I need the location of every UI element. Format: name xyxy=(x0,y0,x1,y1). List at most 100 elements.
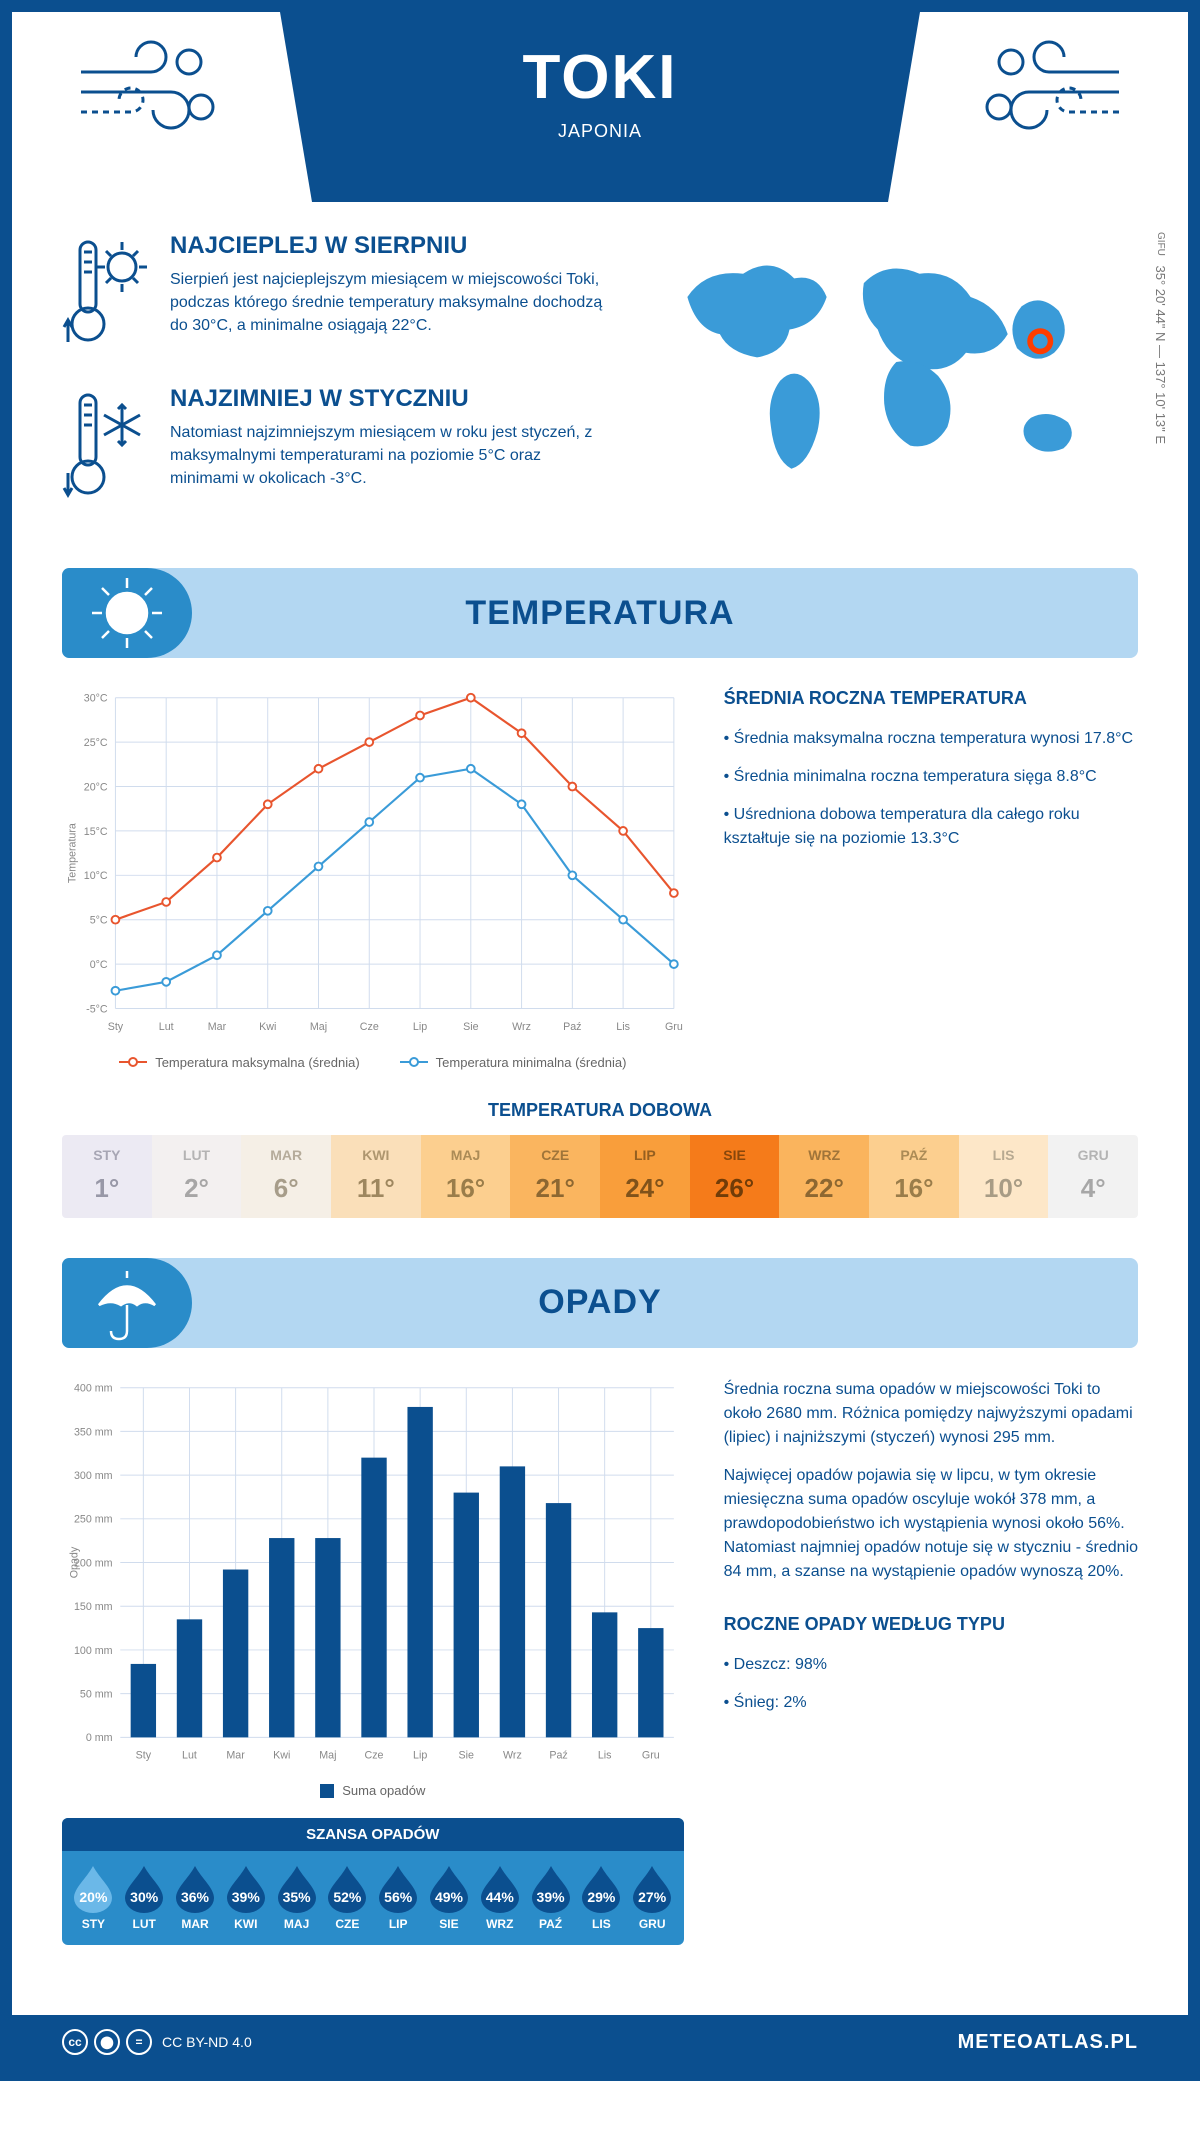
svg-text:0 mm: 0 mm xyxy=(86,1732,113,1744)
content: NAJCIEPLEJ W SIERPNIU Sierpień jest najc… xyxy=(12,202,1188,2015)
temp-cell: GRU4° xyxy=(1048,1135,1138,1218)
temperature-chart-block: -5°C0°C5°C10°C15°C20°C25°C30°CStyLutMarK… xyxy=(62,688,684,1070)
temp-cell: LIP24° xyxy=(600,1135,690,1218)
precip-chart-block: 0 mm50 mm100 mm150 mm200 mm250 mm300 mm3… xyxy=(62,1378,684,1945)
fact-hot: NAJCIEPLEJ W SIERPNIU Sierpień jest najc… xyxy=(62,232,605,357)
cc-icon: cc xyxy=(62,2029,88,2055)
svg-text:350 mm: 350 mm xyxy=(74,1426,113,1438)
temperature-row: -5°C0°C5°C10°C15°C20°C25°C30°CStyLutMarK… xyxy=(62,688,1138,1070)
fact-cold-title: NAJZIMNIEJ W STYCZNIU xyxy=(170,385,605,413)
precip-chart: 0 mm50 mm100 mm150 mm200 mm250 mm300 mm3… xyxy=(62,1378,684,1766)
precip-title: OPADY xyxy=(538,1283,661,1322)
svg-text:Wrz: Wrz xyxy=(503,1749,522,1761)
svg-text:400 mm: 400 mm xyxy=(74,1382,113,1394)
city-name: TOKI xyxy=(280,42,920,113)
temp-cell: CZE21° xyxy=(510,1135,600,1218)
temp-cell: WRZ22° xyxy=(779,1135,869,1218)
svg-text:Sty: Sty xyxy=(108,1021,124,1033)
svg-text:100 mm: 100 mm xyxy=(74,1644,113,1656)
coords-text: 35° 20' 44" N — 137° 10' 13" E xyxy=(1153,266,1168,445)
svg-text:150 mm: 150 mm xyxy=(74,1601,113,1613)
header-deco-right xyxy=(920,12,1188,202)
page: TOKI JAPONIA xyxy=(0,0,1200,2081)
chance-drop: 52% CZE xyxy=(322,1865,373,1931)
footer: cc ⬤ = CC BY-ND 4.0 METEOATLAS.PL xyxy=(12,2015,1188,2069)
svg-text:Lis: Lis xyxy=(616,1021,630,1033)
wind-icon xyxy=(71,32,221,142)
legend-max: Temperatura maksymalna (średnia) xyxy=(119,1055,359,1070)
svg-text:Sie: Sie xyxy=(463,1021,478,1033)
fact-hot-title: NAJCIEPLEJ W SIERPNIU xyxy=(170,232,605,260)
svg-text:30°C: 30°C xyxy=(84,693,108,705)
temperature-banner: TEMPERATURA xyxy=(62,568,1138,658)
chance-box: SZANSA OPADÓW 20% STY 30% LUT 36% MAR 39… xyxy=(62,1818,684,1945)
type-line: • Śnieg: 2% xyxy=(724,1691,1138,1715)
thermometer-sun-icon xyxy=(62,232,152,357)
sun-icon xyxy=(62,568,192,658)
temperature-stats: ŚREDNIA ROCZNA TEMPERATURA • Średnia mak… xyxy=(724,688,1138,865)
precip-type-title: ROCZNE OPADY WEDŁUG TYPU xyxy=(724,1614,1138,1635)
chance-drop: 20% STY xyxy=(68,1865,119,1931)
chance-drop: 35% MAJ xyxy=(271,1865,322,1931)
svg-text:Paź: Paź xyxy=(549,1749,567,1761)
coordinates: GIFU 35° 20' 44" N — 137° 10' 13" E xyxy=(1153,232,1168,444)
intro: NAJCIEPLEJ W SIERPNIU Sierpień jest najc… xyxy=(62,232,1138,538)
svg-text:250 mm: 250 mm xyxy=(74,1513,113,1525)
chance-drops: 20% STY 30% LUT 36% MAR 39% KWI 35% MAJ … xyxy=(62,1851,684,1931)
header: TOKI JAPONIA xyxy=(12,12,1188,202)
license-block: cc ⬤ = CC BY-ND 4.0 xyxy=(62,2029,252,2055)
country-name: JAPONIA xyxy=(280,121,920,142)
precip-row: 0 mm50 mm100 mm150 mm200 mm250 mm300 mm3… xyxy=(62,1378,1138,1945)
temp-cell: MAJ16° xyxy=(421,1135,511,1218)
svg-text:-5°C: -5°C xyxy=(86,1003,108,1015)
chance-title: SZANSA OPADÓW xyxy=(62,1818,684,1851)
legend-min: Temperatura minimalna (średnia) xyxy=(400,1055,627,1070)
precip-text: Średnia roczna suma opadów w miejscowośc… xyxy=(724,1378,1138,1729)
chance-drop: 36% MAR xyxy=(170,1865,221,1931)
svg-text:Mar: Mar xyxy=(208,1021,227,1033)
precip-banner: OPADY xyxy=(62,1258,1138,1348)
chance-drop: 39% KWI xyxy=(220,1865,271,1931)
legend-sum-label: Suma opadów xyxy=(342,1783,425,1798)
temperature-title: TEMPERATURA xyxy=(465,594,734,633)
temp-cell: LUT2° xyxy=(152,1135,242,1218)
svg-text:Opady: Opady xyxy=(69,1546,81,1578)
svg-text:Maj: Maj xyxy=(319,1749,336,1761)
header-deco-left xyxy=(12,12,280,202)
chance-drop: 44% WRZ xyxy=(474,1865,525,1931)
svg-text:Sie: Sie xyxy=(459,1749,474,1761)
svg-text:Lip: Lip xyxy=(413,1749,427,1761)
precip-p2: Najwięcej opadów pojawia się w lipcu, w … xyxy=(724,1464,1138,1584)
umbrella-icon xyxy=(62,1258,192,1348)
thermometer-snow-icon xyxy=(62,385,152,510)
svg-text:Lut: Lut xyxy=(159,1021,174,1033)
type-line: • Deszcz: 98% xyxy=(724,1653,1138,1677)
svg-text:20°C: 20°C xyxy=(84,781,108,793)
svg-text:50 mm: 50 mm xyxy=(80,1688,113,1700)
header-title-block: TOKI JAPONIA xyxy=(280,12,920,202)
svg-text:Temperatura: Temperatura xyxy=(67,823,79,883)
svg-text:Kwi: Kwi xyxy=(259,1021,276,1033)
svg-text:Lut: Lut xyxy=(182,1749,197,1761)
brand: METEOATLAS.PL xyxy=(958,2031,1138,2054)
nd-icon: = xyxy=(126,2029,152,2055)
license-text: CC BY-ND 4.0 xyxy=(162,2034,252,2050)
map-block: GIFU 35° 20' 44" N — 137° 10' 13" E xyxy=(645,232,1138,538)
daily-temp-strip: STY1°LUT2°MAR6°KWI11°MAJ16°CZE21°LIP24°S… xyxy=(62,1135,1138,1218)
temperature-legend: Temperatura maksymalna (średnia) Tempera… xyxy=(62,1055,684,1070)
svg-text:Wrz: Wrz xyxy=(512,1021,531,1033)
precip-p1: Średnia roczna suma opadów w miejscowośc… xyxy=(724,1378,1138,1450)
fact-hot-text: Sierpień jest najcieplejszym miesiącem w… xyxy=(170,268,605,338)
stats-title: ŚREDNIA ROCZNA TEMPERATURA xyxy=(724,688,1138,709)
cc-icons: cc ⬤ = xyxy=(62,2029,152,2055)
stat-line: • Średnia maksymalna roczna temperatura … xyxy=(724,727,1138,751)
svg-text:5°C: 5°C xyxy=(90,915,108,927)
temp-cell: KWI11° xyxy=(331,1135,421,1218)
chance-drop: 30% LUT xyxy=(119,1865,170,1931)
region-label: GIFU xyxy=(1155,232,1166,256)
temp-cell: MAR6° xyxy=(241,1135,331,1218)
by-icon: ⬤ xyxy=(94,2029,120,2055)
fact-cold: NAJZIMNIEJ W STYCZNIU Natomiast najzimni… xyxy=(62,385,605,510)
temp-cell: SIE26° xyxy=(690,1135,780,1218)
svg-text:Cze: Cze xyxy=(365,1749,384,1761)
